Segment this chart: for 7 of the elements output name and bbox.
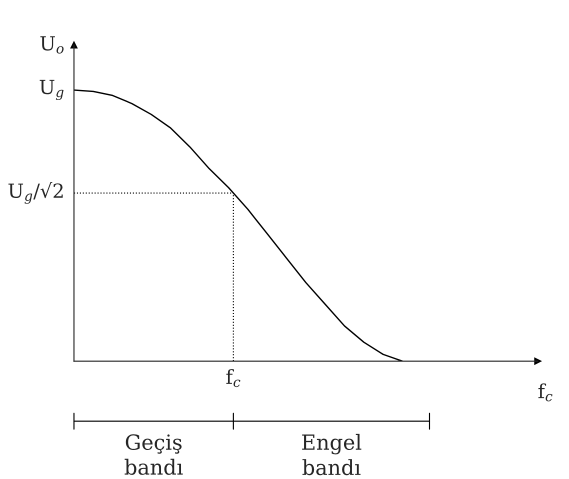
text: Engel bandı <box>302 434 362 476</box>
text: f$_{c}$ <box>226 369 240 388</box>
text: U$_{g}$ <box>40 80 64 100</box>
y-axis-title: U$_{o}$ <box>40 36 64 54</box>
text: Geçiş bandı <box>124 434 183 475</box>
ref-line-label: U$_{g}$/√2 <box>8 182 63 204</box>
x-axis-title: f$_{c}$ <box>538 383 552 402</box>
